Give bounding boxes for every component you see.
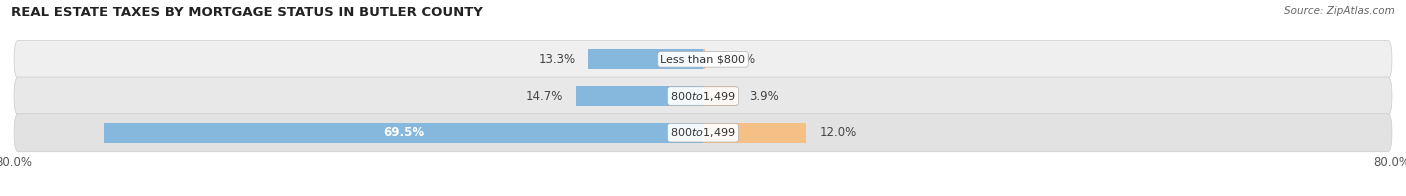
Text: 0.28%: 0.28% [718,53,755,66]
Text: Less than $800: Less than $800 [661,54,745,64]
Text: $800 to $1,499: $800 to $1,499 [671,90,735,103]
Text: 3.9%: 3.9% [749,90,779,103]
Text: $800 to $1,499: $800 to $1,499 [671,126,735,139]
Bar [703,123,807,143]
Text: REAL ESTATE TAXES BY MORTGAGE STATUS IN BUTLER COUNTY: REAL ESTATE TAXES BY MORTGAGE STATUS IN … [11,6,484,19]
Text: Source: ZipAtlas.com: Source: ZipAtlas.com [1284,6,1395,16]
FancyBboxPatch shape [14,114,1392,152]
Bar [589,49,703,69]
FancyBboxPatch shape [14,77,1392,115]
Bar [703,86,737,106]
Bar [104,123,703,143]
Text: 69.5%: 69.5% [384,126,425,139]
Text: 13.3%: 13.3% [538,53,575,66]
Bar [576,86,703,106]
Text: 14.7%: 14.7% [526,90,564,103]
FancyBboxPatch shape [14,40,1392,78]
Bar [703,49,706,69]
Text: 12.0%: 12.0% [820,126,856,139]
